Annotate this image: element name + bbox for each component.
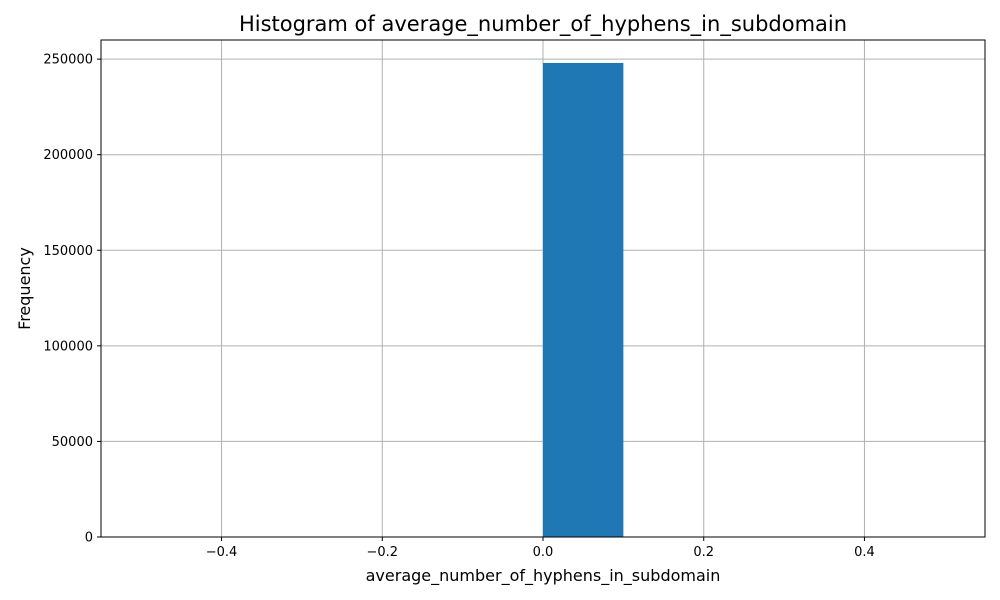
y-tick-label: 200000 bbox=[43, 148, 93, 163]
y-tick-label: 250000 bbox=[43, 53, 93, 68]
x-tick-label: 0.2 bbox=[693, 545, 714, 560]
y-tick-label: 100000 bbox=[43, 339, 93, 354]
x-tick-label: −0.4 bbox=[206, 545, 238, 560]
chart-title: Histogram of average_number_of_hyphens_i… bbox=[239, 12, 847, 37]
y-axis-ticks: 0 50000 100000 150000 200000 250000 bbox=[43, 53, 101, 546]
x-tick-label: −0.2 bbox=[366, 545, 398, 560]
histogram-bar bbox=[543, 62, 624, 537]
x-axis-ticks: −0.4 −0.2 0.0 0.2 0.4 bbox=[206, 537, 875, 560]
x-tick-label: 0.0 bbox=[533, 545, 554, 560]
y-axis-label: Frequency bbox=[15, 247, 34, 330]
y-tick-label: 50000 bbox=[52, 435, 93, 450]
histogram-bars bbox=[543, 62, 624, 537]
x-tick-label: 0.4 bbox=[854, 545, 875, 560]
x-axis-label: average_number_of_hyphens_in_subdomain bbox=[366, 566, 721, 586]
y-tick-label: 0 bbox=[85, 531, 93, 546]
y-tick-label: 150000 bbox=[43, 244, 93, 259]
